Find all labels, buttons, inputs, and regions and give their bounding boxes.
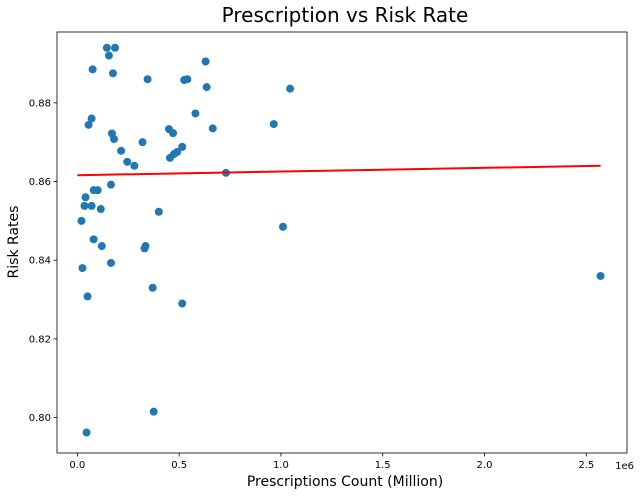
x-tick-label: 0.5 <box>171 460 187 471</box>
x-tick-label: 2.0 <box>477 460 493 471</box>
data-point <box>178 142 187 151</box>
data-point <box>138 138 147 147</box>
data-point <box>269 120 278 129</box>
data-point <box>123 157 132 166</box>
data-point <box>96 205 105 214</box>
data-point <box>93 186 102 195</box>
data-point <box>87 201 96 210</box>
data-point <box>111 43 120 52</box>
data-points <box>77 43 605 437</box>
data-point <box>106 180 115 189</box>
data-point <box>154 207 163 216</box>
data-point <box>106 258 115 267</box>
x-tick-label: 0.0 <box>69 460 85 471</box>
data-point <box>102 43 111 52</box>
data-point <box>108 69 117 78</box>
x-tick-label: 2.5 <box>578 460 594 471</box>
data-point <box>143 75 152 84</box>
data-point <box>97 242 106 251</box>
y-tick-label: 0.80 <box>29 413 51 424</box>
data-point <box>130 161 139 170</box>
y-tick-label: 0.82 <box>29 334 51 345</box>
data-point <box>286 84 295 93</box>
data-point <box>178 299 187 308</box>
y-axis-label: Risk Rates <box>6 206 22 279</box>
data-point <box>191 109 200 118</box>
x-axis-ticks: 0.0 0.5 1.0 1.5 2.0 2.5 <box>69 453 594 471</box>
data-point <box>78 264 87 273</box>
data-point <box>140 244 149 253</box>
data-point <box>202 83 211 92</box>
data-point <box>104 51 113 60</box>
data-point <box>201 57 210 66</box>
y-tick-label: 0.88 <box>29 98 51 109</box>
data-point <box>278 222 287 231</box>
x-axis-label: Prescriptions Count (Million) <box>247 474 443 490</box>
trendline-layer <box>77 164 601 177</box>
data-point <box>82 428 91 437</box>
data-point <box>83 292 92 301</box>
data-point <box>169 129 178 138</box>
data-point <box>596 271 605 280</box>
x-tick-label: 1.5 <box>375 460 391 471</box>
data-point <box>110 135 118 144</box>
trendline <box>77 164 601 177</box>
data-point <box>208 124 217 133</box>
y-tick-label: 0.84 <box>29 256 51 267</box>
data-point <box>183 75 192 84</box>
chart-title: Prescription vs Risk Rate <box>222 3 469 27</box>
x-tick-label: 1.0 <box>273 460 289 471</box>
data-point <box>88 65 97 74</box>
plot-frame <box>56 31 628 454</box>
y-tick-label: 0.86 <box>29 177 51 188</box>
data-point <box>80 201 89 210</box>
x-axis-offset-label: 1e6 <box>615 461 634 472</box>
data-point <box>117 146 126 155</box>
data-point <box>87 114 96 123</box>
data-point <box>81 193 90 202</box>
data-point <box>148 283 157 292</box>
data-point <box>89 235 98 244</box>
data-point <box>77 216 86 225</box>
y-axis-ticks: 0.80 0.82 0.84 0.86 0.88 <box>29 98 57 424</box>
data-point <box>149 407 158 416</box>
data-point <box>84 120 93 129</box>
data-point <box>165 153 174 162</box>
